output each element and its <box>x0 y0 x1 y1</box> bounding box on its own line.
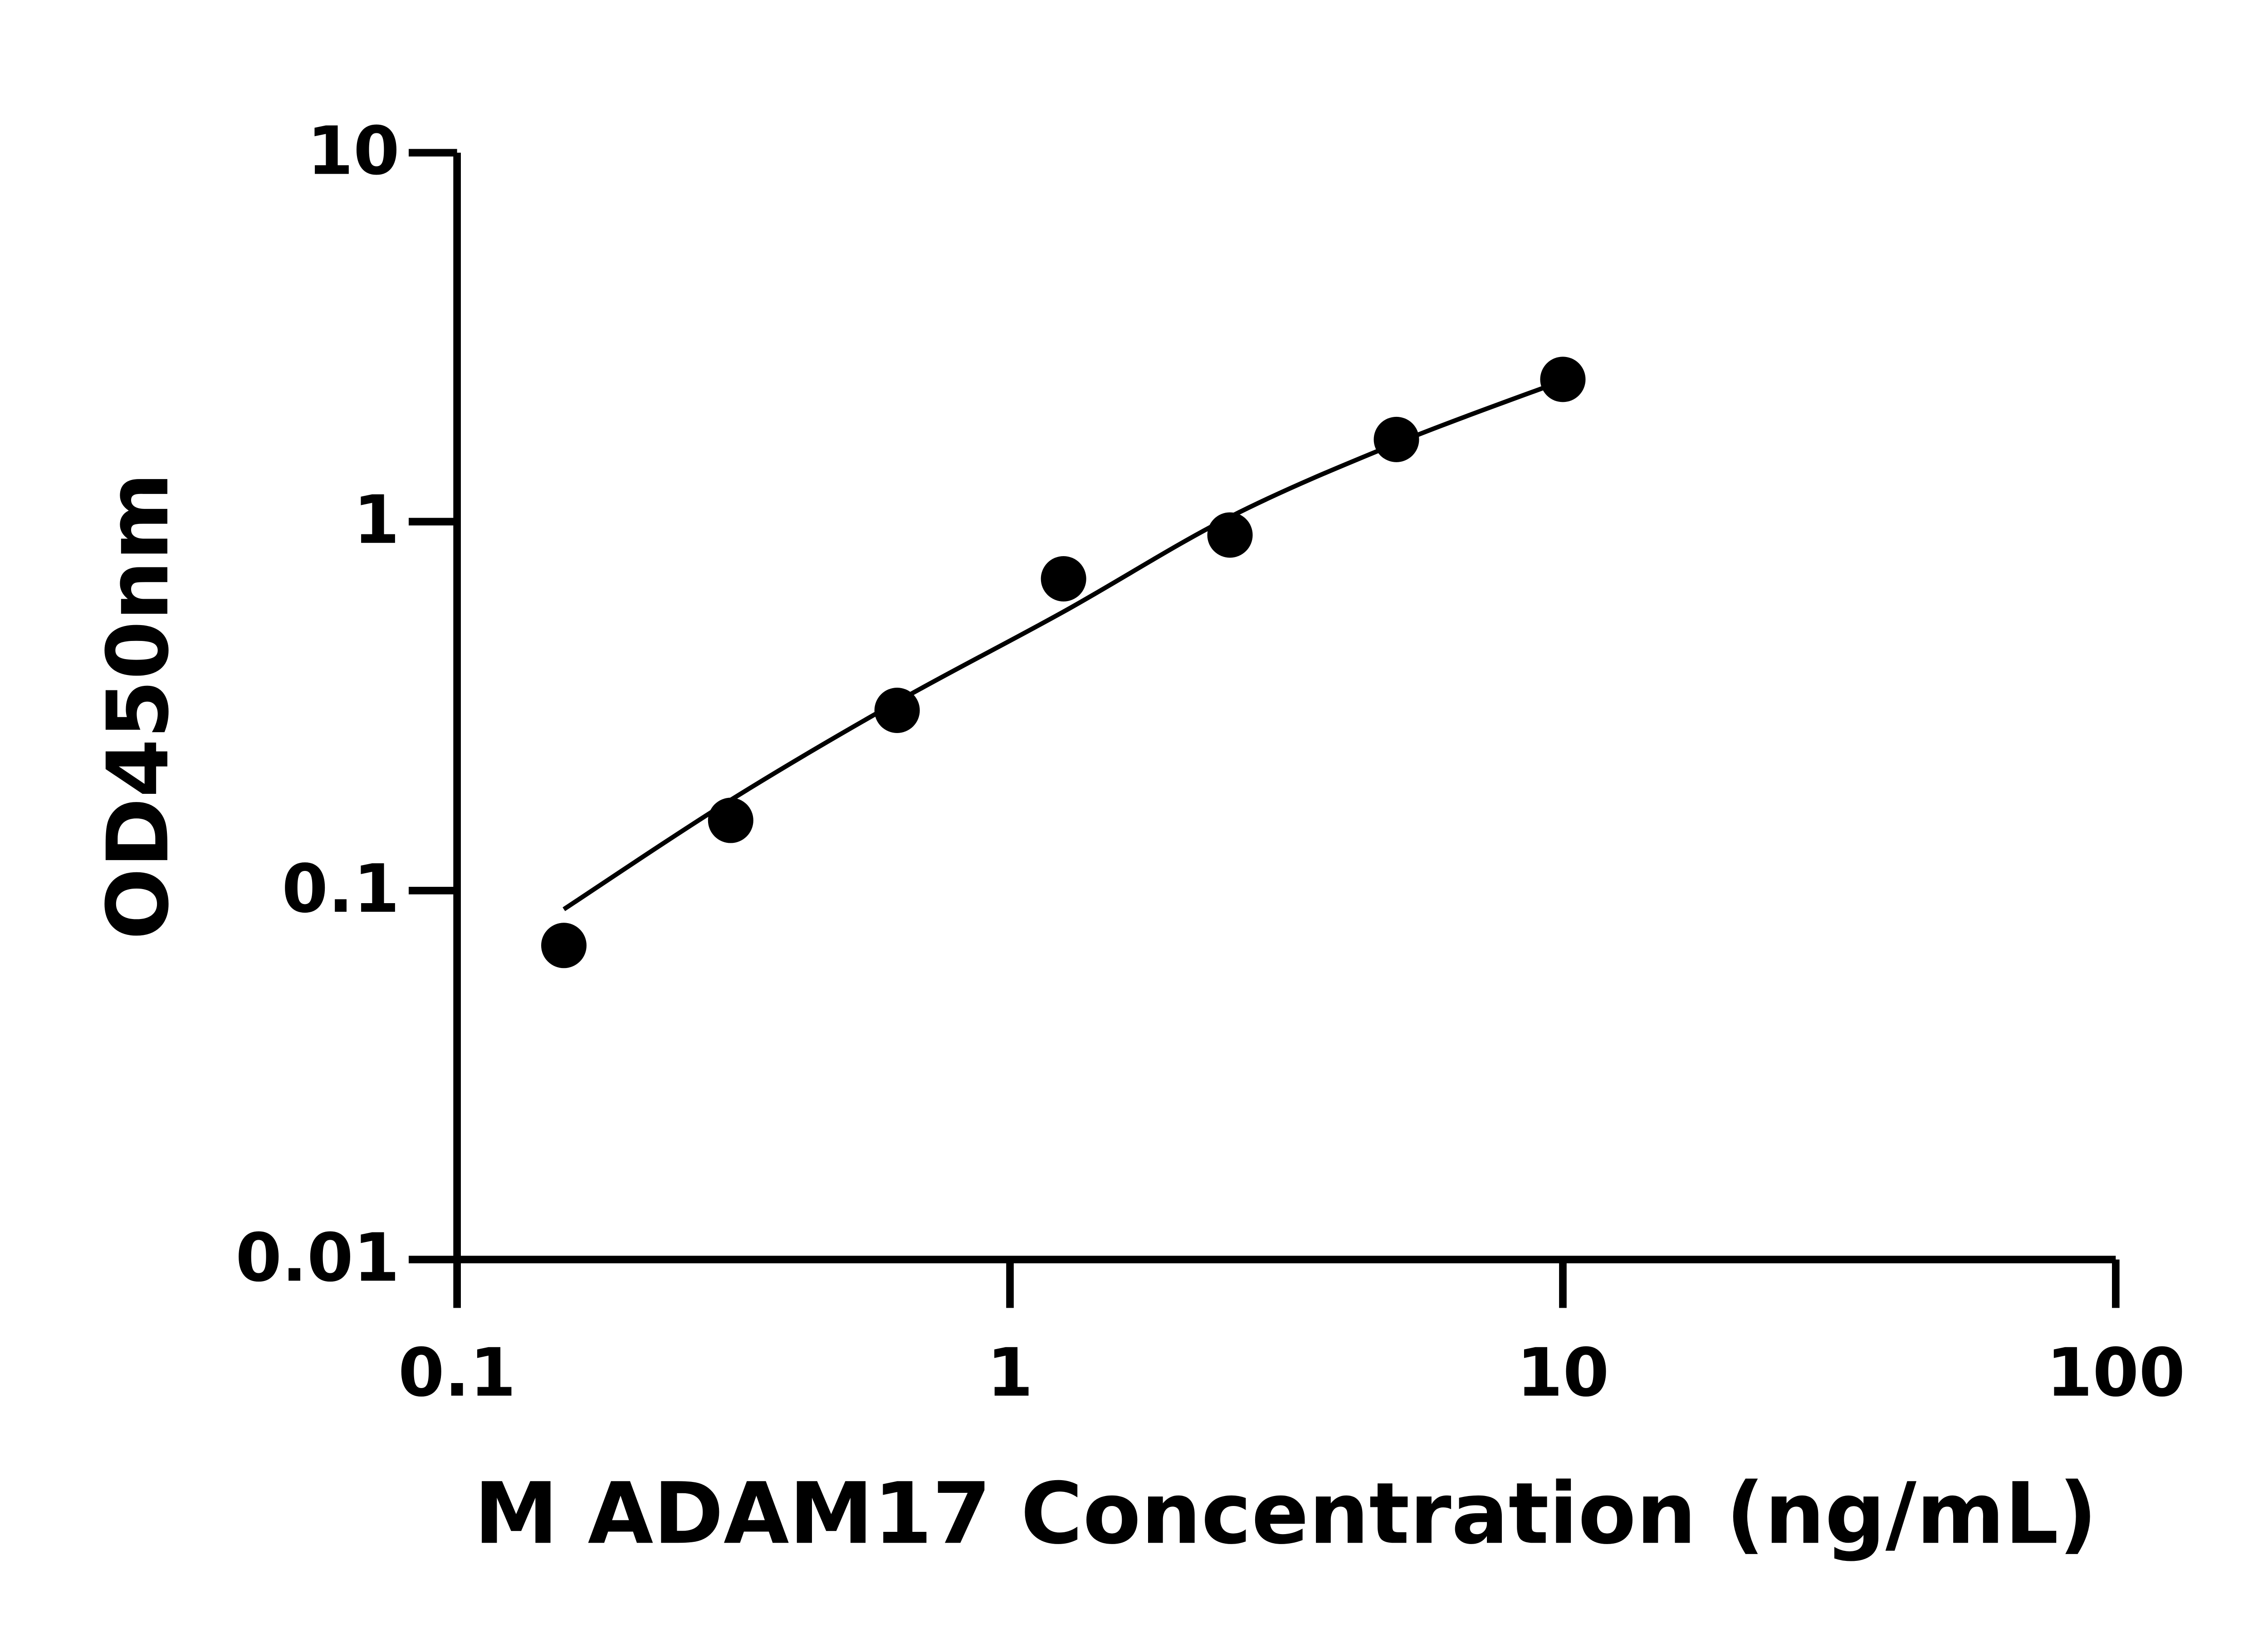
fit-curve <box>562 378 1564 911</box>
y-tick-label: 1 <box>353 481 400 559</box>
x-axis-label: M ADAM17 Concentration (ng/mL) <box>474 1465 2097 1563</box>
data-point <box>541 923 587 968</box>
data-point <box>874 687 920 733</box>
data-point <box>1540 357 1586 402</box>
data-point <box>708 797 753 843</box>
x-tick-label: 10 <box>1516 1334 1609 1412</box>
y-axis-label: OD450nm <box>89 472 188 940</box>
data-point <box>1041 556 1086 601</box>
x-tick-label: 0.1 <box>398 1334 516 1412</box>
y-tick-label: 10 <box>307 112 400 190</box>
data-point <box>1374 416 1419 462</box>
y-tick-label: 0.01 <box>235 1219 400 1296</box>
x-tick-label: 100 <box>2046 1334 2185 1412</box>
y-tick-label: 0.1 <box>282 850 400 928</box>
x-tick-label: 1 <box>987 1334 1033 1412</box>
